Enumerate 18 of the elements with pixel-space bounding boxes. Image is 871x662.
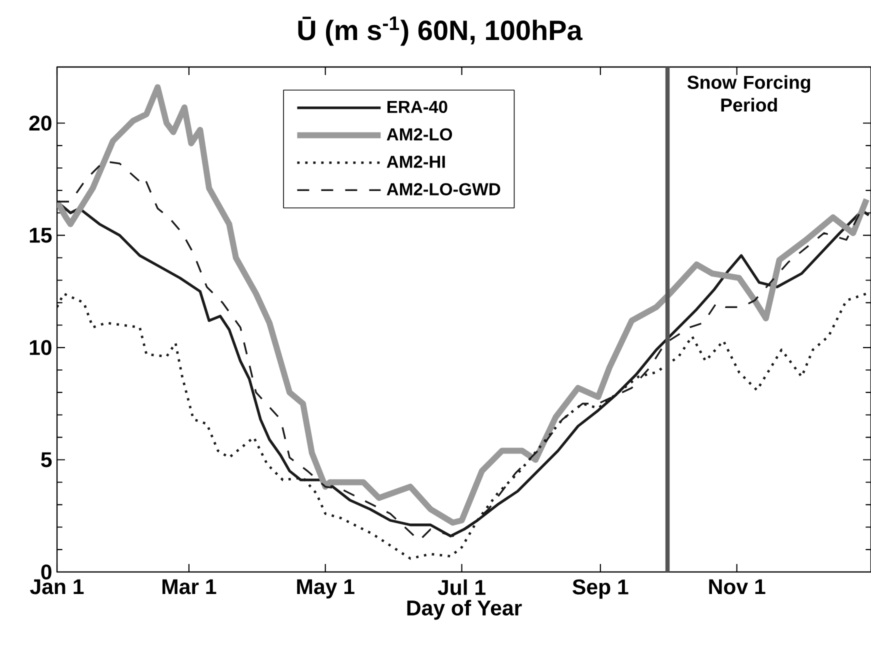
x-axis-title: Day of Year: [407, 600, 522, 620]
x-tick-label: Sep 1: [572, 579, 628, 599]
legend-label: AM2-HI: [386, 156, 445, 168]
y-tick-label: 5: [41, 452, 52, 468]
y-tick-label: 15: [30, 228, 52, 243]
y-tick-label: 0: [41, 564, 52, 580]
x-tick-label: Jul 1: [438, 579, 486, 596]
legend-label: AM2-LO: [386, 128, 452, 140]
x-tick-label: Mar 1: [162, 579, 216, 594]
x-tick-label: Nov 1: [709, 579, 766, 594]
y-tick-label: 20: [29, 116, 52, 131]
x-tick-label: May 1: [297, 579, 354, 598]
legend-label: AM2-LO-GWD: [386, 183, 500, 196]
y-tick-label: 10: [30, 340, 52, 356]
chart-title: Ū (m s$^{-1}$) 60N, 100hPa: [298, 16, 583, 46]
x-tick-label: Jan 1: [30, 579, 84, 594]
legend-label: ERA-40: [387, 100, 448, 114]
ref-line-label: Snow Forcing Period: [687, 75, 810, 112]
